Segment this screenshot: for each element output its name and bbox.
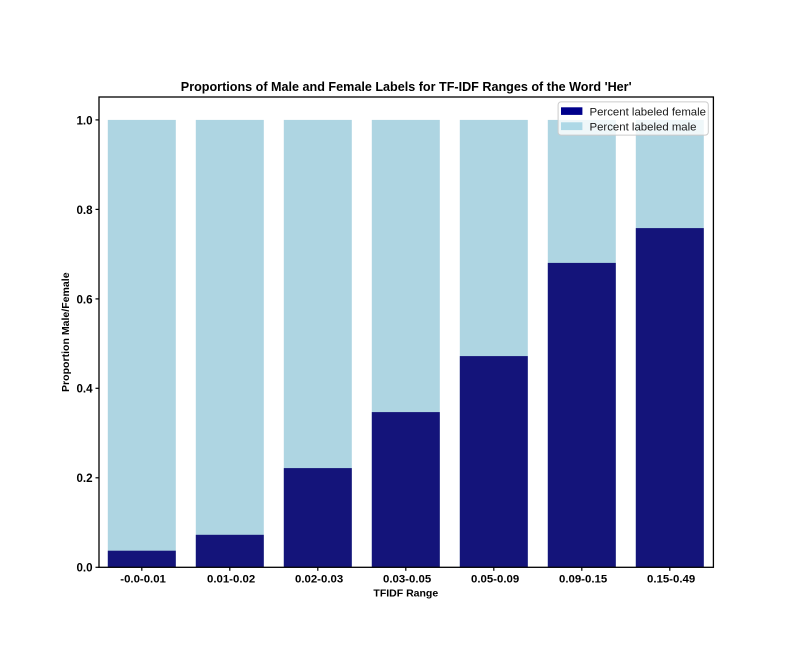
svg-text:0.0: 0.0 [76,562,92,575]
svg-text:0.01-0.02: 0.01-0.02 [207,574,255,586]
svg-text:0.09-0.15: 0.09-0.15 [559,574,608,586]
svg-text:0.02-0.03: 0.02-0.03 [295,574,343,586]
svg-text:-0.0-0.01: -0.0-0.01 [120,574,166,586]
svg-text:Percent labeled male: Percent labeled male [590,121,697,133]
svg-text:0.2: 0.2 [76,472,92,485]
svg-text:Proportions of Male and Female: Proportions of Male and Female Labels fo… [181,80,632,94]
svg-text:0.4: 0.4 [76,383,93,396]
svg-text:0.6: 0.6 [76,293,93,306]
svg-text:TFIDF Range: TFIDF Range [373,588,438,600]
svg-text:1.0: 1.0 [76,114,92,127]
svg-text:0.15-0.49: 0.15-0.49 [647,574,695,586]
svg-text:Percent labeled female: Percent labeled female [590,106,707,118]
svg-text:0.05-0.09: 0.05-0.09 [471,574,519,586]
svg-text:Proportion Male/Female: Proportion Male/Female [60,272,72,392]
svg-text:0.03-0.05: 0.03-0.05 [383,574,432,586]
svg-text:0.8: 0.8 [76,204,93,217]
